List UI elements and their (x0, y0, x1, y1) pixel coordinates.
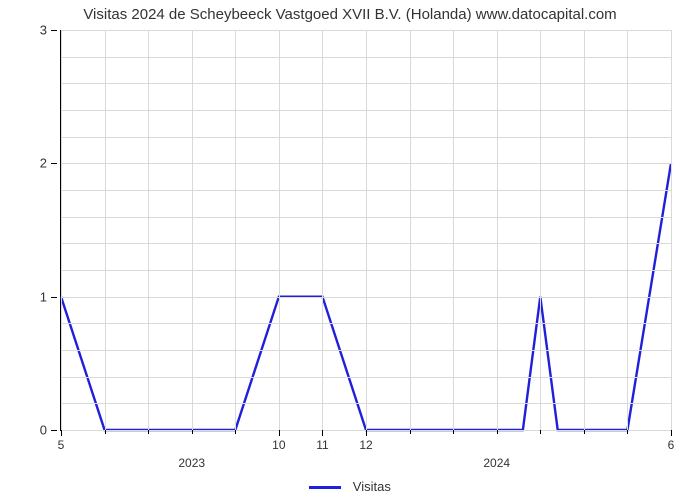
x-tick-label: 6 (668, 438, 675, 452)
x-year-label: 2024 (483, 456, 510, 470)
x-tick-label: 11 (316, 438, 328, 452)
x-year-label: 2023 (178, 456, 205, 470)
y-tick-label: 3 (40, 23, 47, 38)
y-tick-label: 0 (40, 423, 47, 438)
x-tick-label: 5 (58, 438, 65, 452)
x-tick-label: 10 (272, 438, 285, 452)
y-tick-label: 2 (40, 156, 47, 171)
legend: Visitas (0, 479, 700, 494)
legend-label: Visitas (353, 479, 391, 494)
chart-title: Visitas 2024 de Scheybeeck Vastgoed XVII… (0, 6, 700, 23)
y-tick-label: 1 (40, 289, 47, 304)
plot-area: 01235101112620232024 (60, 30, 671, 431)
x-tick-label: 12 (359, 438, 372, 452)
legend-swatch (309, 486, 341, 489)
